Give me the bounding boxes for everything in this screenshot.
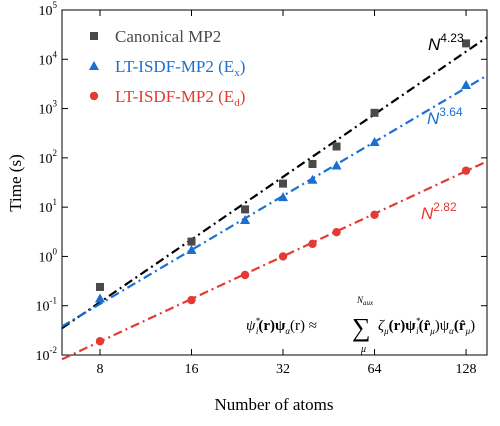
legend-marker	[90, 32, 98, 40]
legend-marker	[89, 61, 99, 70]
y-tick-label: 100	[39, 246, 58, 265]
data-point-ex	[278, 192, 289, 202]
fit-lines	[61, 36, 488, 361]
data-point-ed	[240, 270, 250, 280]
svg-text:∑: ∑	[352, 313, 371, 342]
data-point-ed	[332, 228, 341, 237]
data-point-ex	[369, 136, 380, 146]
y-tick-label: 101	[39, 197, 58, 216]
data-point-ex	[307, 174, 318, 184]
x-tick-label: 128	[456, 362, 477, 377]
data-point-ed	[461, 166, 471, 175]
y-tick-label: 103	[39, 99, 58, 118]
y-tick-label: 10-2	[36, 345, 58, 364]
x-tick-label: 32	[276, 362, 290, 377]
fit-exponent-label: N4.23	[428, 31, 464, 54]
data-point-ed	[370, 210, 379, 219]
y-axis-label: Time (s)	[6, 154, 25, 211]
fit-line	[61, 36, 488, 330]
data-point-canonical	[187, 237, 196, 246]
x-axis-ticks: 8 16 32 64 128	[96, 10, 477, 377]
plot-frame	[61, 9, 488, 356]
data-point-canonical	[279, 179, 288, 188]
data-point-ed	[187, 295, 196, 305]
fit-line	[61, 74, 488, 328]
data-point-canonical	[95, 282, 104, 291]
data-point-canonical	[370, 108, 379, 117]
data-point-canonical	[462, 39, 471, 48]
legend-marker	[89, 91, 99, 101]
data-point-ed	[95, 337, 105, 346]
isdf-equation: ψ* i(r)ψα(r) ≈ Naux ∑ μ ζμ(r)ψ* i(r̂μ)ψα(r…	[246, 295, 475, 355]
data-point-ex	[186, 245, 197, 255]
svg-text:ζμ(r)ψ*i(r̂μ)ψα(r̂μ): ζμ(r)ψ* i(r̂μ)ψα(r̂μ)	[378, 316, 475, 336]
x-axis-label: Number of atoms	[215, 395, 334, 414]
svg-text:ψ*i(r)ψα(r) ≈: ψ* i(r)ψα(r) ≈	[246, 316, 317, 336]
svg-text:μ: μ	[360, 344, 366, 355]
data-point-canonical	[308, 160, 317, 169]
data-point-ex	[461, 80, 472, 90]
x-tick-label: 8	[96, 362, 103, 377]
legend-label: Canonical MP2	[115, 27, 221, 46]
data-point-ex	[94, 293, 105, 303]
data-point-ex	[331, 160, 342, 170]
legend: Canonical MP2 LT-ISDF-MP2 (Ex) LT-ISDF-MP2…	[89, 27, 245, 109]
fit-exponent-label: N2.82	[421, 200, 457, 223]
fit-exponent-labels: N4.23 N3.64 N2.82	[421, 31, 464, 223]
legend-label: LT-ISDF-MP2 (Ex)	[115, 57, 245, 79]
svg-text:Naux: Naux	[356, 295, 374, 307]
data-markers	[94, 39, 472, 346]
data-point-canonical	[332, 142, 341, 151]
y-tick-label: 10-1	[36, 296, 58, 315]
data-point-ed	[278, 252, 288, 261]
data-point-ex	[240, 214, 251, 224]
data-point-ed	[308, 239, 317, 249]
y-tick-label: 105	[39, 0, 58, 19]
y-tick-label: 104	[39, 49, 58, 68]
x-tick-label: 16	[185, 362, 199, 377]
fit-exponent-label: N3.64	[427, 105, 463, 128]
legend-label: LT-ISDF-MP2 (Ed)	[115, 87, 245, 109]
fit-line	[61, 160, 488, 361]
data-point-canonical	[241, 205, 250, 214]
y-axis-ticks: 10-2 10-1 100 101 102 103 104 105	[36, 0, 487, 364]
y-tick-label: 102	[39, 148, 58, 167]
x-tick-label: 64	[368, 362, 382, 377]
